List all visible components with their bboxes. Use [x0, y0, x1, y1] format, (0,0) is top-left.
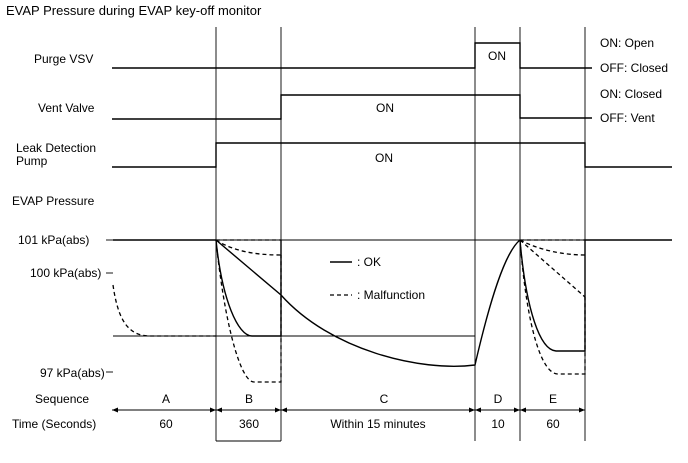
leak-pump-signal	[112, 142, 672, 168]
legend-malfunction: : Malfunction	[357, 288, 425, 302]
vent-valve-on: ON	[376, 101, 394, 115]
purge-vsv-state-on: ON: Open	[600, 36, 654, 50]
vent-valve-state-off: OFF: Vent	[600, 111, 655, 125]
time-arrows	[112, 407, 585, 413]
phase-d: D	[494, 392, 503, 406]
time-e: 60	[546, 417, 560, 431]
leak-pump-label-2: Pump	[16, 154, 48, 168]
diagram-title: EVAP Pressure during EVAP key-off monito…	[6, 3, 262, 18]
y-tick-100: 100 kPa(abs)	[30, 266, 101, 280]
malfunction-pressure-curves	[112, 239, 586, 383]
phase-c: C	[380, 392, 389, 406]
phase-a: A	[162, 392, 170, 406]
time-b: 360	[239, 417, 259, 431]
purge-vsv-label: Purge VSV	[34, 52, 93, 66]
phase-e: E	[549, 392, 557, 406]
sequence-label: Sequence	[35, 392, 89, 406]
vent-valve-label: Vent Valve	[38, 101, 95, 115]
vent-valve-state-on: ON: Closed	[600, 87, 662, 101]
time-d: 10	[491, 417, 505, 431]
y-tick-97: 97 kPa(abs)	[40, 366, 105, 380]
phase-b: B	[245, 392, 253, 406]
purge-vsv-on: ON	[488, 49, 506, 63]
purge-vsv-state-off: OFF: Closed	[600, 61, 668, 75]
time-a: 60	[159, 417, 173, 431]
pressure-reference-lines	[113, 239, 585, 337]
leak-pump-label-1: Leak Detection	[16, 141, 96, 155]
legend: : OK : Malfunction	[330, 255, 425, 302]
phase-boundaries	[215, 27, 586, 441]
purge-vsv-signal	[112, 42, 592, 69]
ok-pressure-curve	[113, 239, 672, 367]
time-c: Within 15 minutes	[330, 417, 425, 431]
pressure-label: EVAP Pressure	[12, 194, 95, 208]
time-label: Time (Seconds)	[12, 417, 96, 431]
vent-valve-signal	[112, 94, 592, 120]
legend-ok: : OK	[357, 255, 381, 269]
y-tick-101: 101 kPa(abs)	[18, 233, 89, 247]
leak-pump-on: ON	[375, 151, 393, 165]
